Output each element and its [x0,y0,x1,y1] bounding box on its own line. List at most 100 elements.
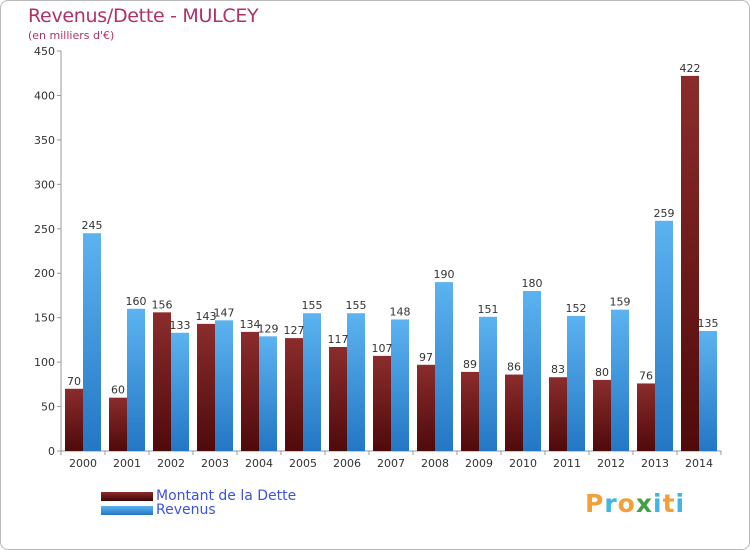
bar-dette-2014 [681,75,699,451]
data-label-revenus-2014: 135 [698,317,719,330]
logo-letter: x [635,489,653,518]
logo-letter: o [617,489,636,518]
bar-revenus-2003 [215,320,233,451]
bar-dette-2011 [549,377,567,451]
data-label-dette-2013: 76 [639,369,653,382]
bar-revenus-2010 [523,291,541,451]
bar-dette-2006 [329,347,347,451]
bars [65,75,717,451]
x-tick-label: 2009 [465,457,493,470]
legend-item-dette: Montant de la Dette [101,488,297,504]
data-label-revenus-2002: 133 [170,319,191,332]
bar-revenus-2005 [303,313,321,451]
x-tick-label: 2000 [69,457,97,470]
x-tick-label: 2004 [245,457,273,470]
bar-revenus-2000 [83,233,101,451]
y-tick-label: 0 [48,445,55,458]
legend-label-revenus: Revenus [156,502,216,518]
bar-revenus-2001 [127,308,145,451]
data-label-dette-2003: 143 [196,310,217,323]
data-label-dette-2007: 107 [372,342,393,355]
legend-swatch-dette [101,491,153,501]
bar-dette-2002 [153,312,171,451]
bar-dette-2003 [197,323,215,451]
data-label-revenus-2003: 147 [214,306,235,319]
chart-subtitle: (en milliers d'€) [28,29,115,42]
logo-letter: t [662,489,676,518]
data-label-revenus-2001: 160 [126,295,147,308]
bar-dette-2000 [65,388,83,451]
bar-revenus-2007 [391,319,409,451]
bar-revenus-2008 [435,282,453,451]
bar-revenus-2006 [347,313,365,451]
bar-dette-2004 [241,331,259,451]
data-label-dette-2005: 127 [284,324,305,337]
bar-revenus-2002 [171,332,189,451]
x-tick-label: 2010 [509,457,537,470]
bar-revenus-2009 [479,316,497,451]
y-tick-label: 250 [34,223,55,236]
data-label-revenus-2012: 159 [610,296,631,309]
y-tick-label: 300 [34,178,55,191]
data-label-revenus-2000: 245 [82,219,103,232]
y-tick-label: 350 [34,134,55,147]
x-tick-label: 2013 [641,457,669,470]
y-tick-label: 150 [34,312,55,325]
y-tick-label: 450 [34,45,55,58]
x-tick-label: 2008 [421,457,449,470]
bar-dette-2013 [637,383,655,451]
logo-letter: i [675,489,686,518]
data-label-dette-2011: 83 [551,363,565,376]
data-label-dette-2014: 422 [680,62,701,75]
x-tick-label: 2001 [113,457,141,470]
y-tick-label: 200 [34,267,55,280]
proxiti-logo: Proxiti [585,489,685,518]
y-tick-label: 100 [34,356,55,369]
data-label-dette-2004: 134 [240,318,261,331]
data-label-dette-2009: 89 [463,358,477,371]
x-tick-label: 2007 [377,457,405,470]
data-label-revenus-2008: 190 [434,268,455,281]
bar-dette-2012 [593,379,611,451]
legend-item-revenus: Revenus [101,502,216,518]
y-tick-label: 400 [34,89,55,102]
data-label-dette-2000: 70 [67,375,81,388]
bar-revenus-2014 [699,331,717,451]
data-label-revenus-2013: 259 [654,207,675,220]
x-tick-label: 2006 [333,457,361,470]
x-tick-label: 2012 [597,457,625,470]
x-tick-label: 2014 [685,457,713,470]
data-label-revenus-2006: 155 [346,299,367,312]
bar-dette-2010 [505,374,523,451]
logo-letter: i [653,489,663,518]
logo-letter: r [604,489,618,518]
x-tick-label: 2002 [157,457,185,470]
chart-title: Revenus/Dette - MULCEY [28,5,259,27]
data-label-revenus-2009: 151 [478,303,499,316]
bar-dette-2009 [461,371,479,451]
data-label-revenus-2011: 152 [566,302,587,315]
data-label-revenus-2010: 180 [522,277,543,290]
y-tick-label: 50 [41,401,55,414]
legend-label-dette: Montant de la Dette [156,488,297,504]
x-tick-label: 2003 [201,457,229,470]
data-label-dette-2010: 86 [507,361,521,374]
logo-letter: P [585,489,605,518]
bar-revenus-2012 [611,309,629,451]
bar-dette-2005 [285,338,303,451]
data-label-revenus-2007: 148 [390,305,411,318]
data-label-dette-2012: 80 [595,366,609,379]
data-label-revenus-2004: 129 [258,322,279,335]
bar-dette-2007 [373,355,391,451]
data-label-dette-2006: 117 [328,333,349,346]
data-label-dette-2001: 60 [111,384,125,397]
bar-revenus-2013 [655,220,673,451]
legend-swatch-revenus [101,505,153,515]
bar-dette-2001 [109,397,127,451]
bar-dette-2008 [417,364,435,451]
data-label-revenus-2005: 155 [302,299,323,312]
data-label-dette-2002: 156 [152,298,173,311]
